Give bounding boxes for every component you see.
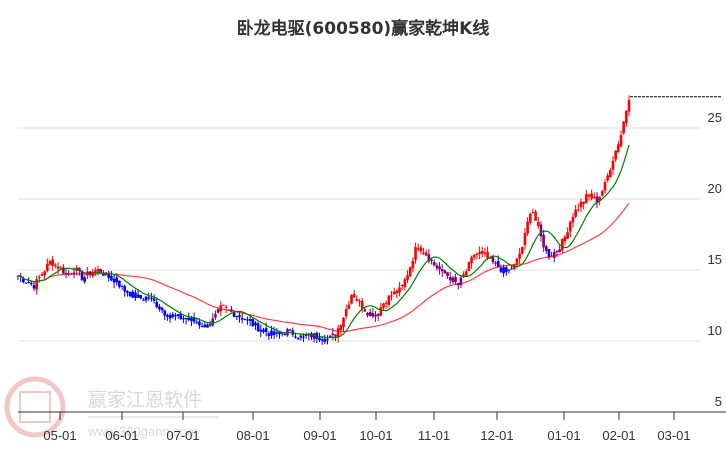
watermark-name: 赢家江恩软件 [88, 389, 202, 411]
candles [16, 95, 631, 345]
y-tick-label: 15 [708, 252, 722, 267]
y-tick-label: 20 [708, 181, 722, 196]
watermark-url: www.360gann.com [87, 424, 198, 439]
moving-averages [17, 144, 630, 339]
x-tick-label: 03-01 [657, 428, 690, 443]
y-tick-label: 25 [708, 110, 722, 125]
x-tick-label: 01-01 [547, 428, 580, 443]
seal-icon [4, 376, 66, 438]
ma-long-line [17, 202, 630, 333]
x-tick-label: 11-01 [418, 428, 450, 443]
gridlines: 5 10 15 20 25 [18, 110, 722, 409]
ma-short-line [17, 144, 630, 339]
x-tick-label: 05-01 [43, 428, 76, 443]
x-tick-label: 06-01 [105, 428, 138, 443]
watermark: 赢家江恩软件 www.360gann.com [4, 376, 218, 439]
x-tick-label: 02-01 [602, 428, 635, 443]
x-tick-label: 09-01 [303, 428, 336, 443]
x-tick-label: 07-01 [166, 428, 199, 443]
axes: 05-01 06-01 07-01 08-01 09-01 10-01 11-01 12-01… [18, 96, 726, 443]
y-tick-label: 10 [708, 323, 722, 338]
y-tick-label: 5 [715, 394, 722, 409]
x-tick-label: 12-01 [480, 428, 513, 443]
chart-title: 卧龙电驱(600580)赢家乾坤K线 [236, 19, 490, 39]
x-tick-label: 08-01 [236, 428, 269, 443]
x-tick-label: 10-01 [359, 428, 392, 443]
